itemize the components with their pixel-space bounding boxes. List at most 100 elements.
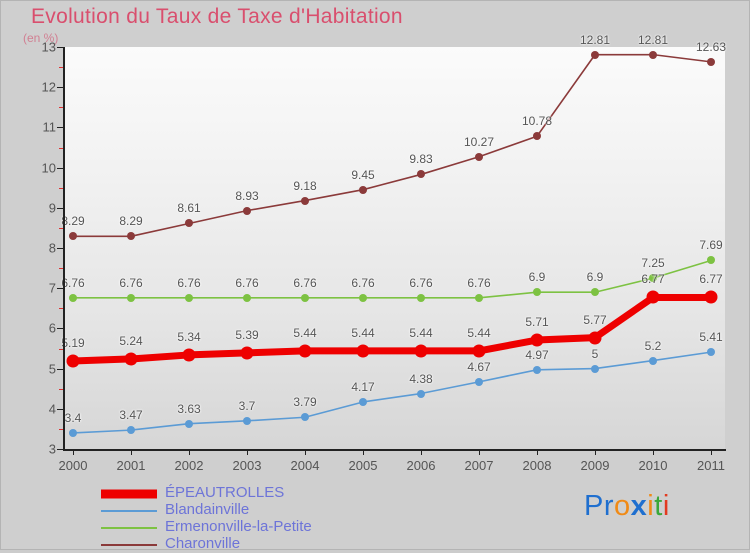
data-point[interactable] <box>301 196 309 205</box>
data-point[interactable] <box>707 57 715 66</box>
data-point[interactable] <box>243 206 251 215</box>
logo-t: t <box>654 490 663 522</box>
data-point-label: 5.2 <box>644 338 662 353</box>
legend-item[interactable]: Blandainville <box>101 501 501 519</box>
data-point[interactable] <box>704 290 718 304</box>
data-point[interactable] <box>127 293 135 302</box>
data-point[interactable] <box>127 232 135 241</box>
data-point[interactable] <box>707 348 715 357</box>
data-point[interactable] <box>185 419 193 428</box>
data-point[interactable] <box>359 397 367 406</box>
data-point[interactable] <box>417 170 425 179</box>
legend-item[interactable]: ÉPEAUTROLLES <box>101 484 501 502</box>
data-point[interactable] <box>591 288 599 297</box>
data-point-label: 3.4 <box>64 410 82 425</box>
data-point[interactable] <box>359 185 367 194</box>
data-point[interactable] <box>649 50 657 59</box>
data-point-label: 5.34 <box>177 329 201 344</box>
data-point-label: 8.61 <box>177 201 201 216</box>
data-point-label: 3.63 <box>177 401 201 416</box>
data-point[interactable] <box>301 293 309 302</box>
data-point-label: 5 <box>591 346 599 361</box>
data-point-label: 4.67 <box>467 359 491 374</box>
data-point-label: 3.7 <box>238 398 256 413</box>
data-point-label: 5.24 <box>119 333 143 348</box>
data-point-label: 6.9 <box>586 270 604 285</box>
y-tick-label: 12 <box>41 79 56 95</box>
y-tick-minor <box>59 268 63 270</box>
data-point[interactable] <box>356 344 370 358</box>
data-point-label: 5.44 <box>467 325 491 340</box>
logo-o: o <box>614 490 631 522</box>
y-tick-label: 9 <box>48 200 56 216</box>
y-tick-label: 8 <box>48 240 56 256</box>
y-tick <box>57 127 63 129</box>
data-point[interactable] <box>298 344 312 358</box>
data-point[interactable] <box>185 293 193 302</box>
data-point[interactable] <box>127 426 135 435</box>
data-point[interactable] <box>414 344 428 358</box>
y-axis: 3 4 5 6 7 8 9 10 11 12 13 <box>42 40 65 457</box>
data-point[interactable] <box>69 232 77 241</box>
x-tick-label: 2004 <box>290 458 320 473</box>
data-point[interactable] <box>417 389 425 398</box>
legend-item[interactable]: Charonville <box>101 535 501 553</box>
data-point[interactable] <box>124 352 138 366</box>
data-point[interactable] <box>649 274 657 283</box>
data-point[interactable] <box>475 293 483 302</box>
x-tick-label: 2001 <box>116 458 146 473</box>
data-point[interactable] <box>646 290 660 304</box>
legend-item[interactable]: Ermenonville-la-Petite <box>101 518 501 536</box>
data-point[interactable] <box>417 293 425 302</box>
legend-label: Blandainville <box>165 501 250 518</box>
x-tick <box>479 449 480 455</box>
x-tick <box>73 449 74 455</box>
data-point-label: 6.9 <box>528 270 546 285</box>
legend: ÉPEAUTROLLES Blandainville Ermenonville-la… <box>101 484 501 553</box>
x-tick <box>189 449 190 455</box>
data-point-label: 5.19 <box>61 335 85 350</box>
data-point[interactable] <box>243 416 251 425</box>
data-point-label: 7.25 <box>641 256 665 271</box>
y-tick-label: 10 <box>41 160 56 176</box>
data-point[interactable] <box>359 293 367 302</box>
y-tick-label: 3 <box>48 441 56 457</box>
data-point-label: 6.77 <box>699 272 723 287</box>
data-point[interactable] <box>301 413 309 422</box>
y-tick-minor <box>59 147 63 149</box>
data-point[interactable] <box>530 333 544 347</box>
data-point[interactable] <box>533 132 541 141</box>
data-point[interactable] <box>69 293 77 302</box>
y-tick-minor <box>59 107 63 109</box>
data-point[interactable] <box>475 152 483 161</box>
data-point[interactable] <box>472 344 486 358</box>
data-point[interactable] <box>66 354 80 368</box>
data-point[interactable] <box>707 256 715 265</box>
y-tick-minor <box>59 388 63 390</box>
data-point[interactable] <box>591 364 599 373</box>
data-point-label: 6.76 <box>235 275 259 290</box>
data-point[interactable] <box>240 346 254 360</box>
data-point[interactable] <box>185 219 193 228</box>
y-tick <box>57 87 63 89</box>
data-point[interactable] <box>591 50 599 59</box>
proxiti-logo[interactable]: Proxiti <box>584 490 670 523</box>
data-point[interactable] <box>243 293 251 302</box>
data-point-label: 4.38 <box>409 371 433 386</box>
data-point[interactable] <box>649 356 657 365</box>
y-tick <box>57 408 63 410</box>
data-point[interactable] <box>588 331 602 345</box>
data-point-label: 6.76 <box>409 275 433 290</box>
y-tick-label: 5 <box>48 361 56 377</box>
legend-label: Charonville <box>165 535 241 552</box>
data-point[interactable] <box>182 348 196 362</box>
data-point[interactable] <box>533 288 541 297</box>
data-point[interactable] <box>533 365 541 374</box>
data-point-label: 6.77 <box>641 272 665 287</box>
data-point[interactable] <box>69 428 77 437</box>
series-lines <box>69 53 715 434</box>
data-point-label: 12.81 <box>637 32 669 47</box>
data-point[interactable] <box>475 377 483 386</box>
x-tick-label: 2007 <box>464 458 494 473</box>
legend-swatch <box>101 526 157 529</box>
